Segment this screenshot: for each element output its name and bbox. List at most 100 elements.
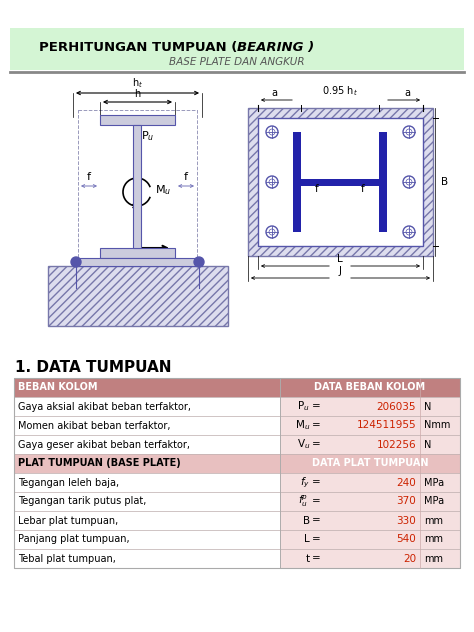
Text: 20: 20: [403, 554, 416, 564]
Text: =: =: [312, 478, 321, 487]
Bar: [280, 473, 460, 492]
Text: a: a: [271, 88, 277, 98]
Bar: [280, 397, 460, 416]
Text: mm: mm: [424, 554, 443, 564]
Bar: [14, 378, 460, 568]
Text: Panjang plat tumpuan,: Panjang plat tumpuan,: [18, 535, 129, 545]
Text: f$_y$: f$_y$: [300, 475, 310, 490]
Circle shape: [266, 126, 278, 138]
Text: 370: 370: [396, 497, 416, 506]
Text: PERHITUNGAN TUMPUAN (: PERHITUNGAN TUMPUAN (: [38, 40, 237, 54]
Text: L: L: [304, 535, 310, 545]
Circle shape: [266, 226, 278, 238]
Bar: [10, 28, 464, 70]
Text: Lebar plat tumpuan,: Lebar plat tumpuan,: [18, 516, 118, 525]
Bar: [14, 454, 280, 473]
Text: PLAT TUMPUAN (BASE PLATE): PLAT TUMPUAN (BASE PLATE): [18, 458, 181, 468]
Circle shape: [194, 257, 204, 267]
Bar: [14, 492, 280, 511]
Text: 240: 240: [396, 478, 416, 487]
Circle shape: [266, 176, 278, 188]
Text: M$_u$: M$_u$: [155, 183, 171, 197]
Text: Gaya geser akibat beban terfaktor,: Gaya geser akibat beban terfaktor,: [18, 439, 190, 449]
Bar: [100, 115, 175, 125]
Text: f: f: [315, 184, 319, 194]
Text: V$_u$: V$_u$: [297, 437, 310, 451]
Text: Nmm: Nmm: [424, 420, 450, 430]
Text: =: =: [312, 535, 321, 545]
Bar: [293, 132, 301, 232]
Text: DATA PLAT TUMPUAN: DATA PLAT TUMPUAN: [312, 458, 428, 468]
Circle shape: [403, 126, 415, 138]
Bar: [280, 416, 460, 435]
Bar: [280, 378, 460, 397]
Text: 206035: 206035: [376, 401, 416, 411]
Bar: [73, 258, 202, 266]
Text: P$_u$: P$_u$: [297, 399, 310, 413]
Text: t: t: [306, 554, 310, 564]
Bar: [48, 266, 228, 326]
Text: h: h: [134, 89, 141, 99]
Bar: [100, 248, 175, 258]
Bar: [14, 378, 280, 397]
Text: V$_u$: V$_u$: [142, 249, 156, 263]
Text: h$_t$: h$_t$: [132, 76, 143, 90]
Bar: [14, 435, 280, 454]
Text: N: N: [424, 401, 431, 411]
Bar: [78, 110, 197, 263]
Text: Tegangan leleh baja,: Tegangan leleh baja,: [18, 478, 119, 487]
Text: f$_u^p$: f$_u^p$: [298, 494, 308, 509]
Text: M$_u$: M$_u$: [295, 418, 310, 432]
Text: =: =: [312, 497, 321, 506]
Bar: [14, 473, 280, 492]
Text: N: N: [424, 439, 431, 449]
Circle shape: [71, 257, 81, 267]
Text: B: B: [303, 516, 310, 525]
Text: =: =: [312, 401, 321, 411]
Text: mm: mm: [424, 516, 443, 525]
Text: BEBAN KOLOM: BEBAN KOLOM: [18, 382, 98, 392]
Bar: [14, 530, 280, 549]
Text: Momen akibat beban terfaktor,: Momen akibat beban terfaktor,: [18, 420, 171, 430]
Text: =: =: [312, 420, 321, 430]
Text: Gaya aksial akibat beban terfaktor,: Gaya aksial akibat beban terfaktor,: [18, 401, 191, 411]
Text: P$_u$: P$_u$: [141, 129, 155, 143]
Text: MPa: MPa: [424, 497, 444, 506]
Text: f: f: [361, 184, 365, 194]
Bar: [14, 549, 280, 568]
Bar: [280, 435, 460, 454]
Text: 124511955: 124511955: [356, 420, 416, 430]
Text: a: a: [404, 88, 410, 98]
Text: mm: mm: [424, 535, 443, 545]
Bar: [379, 132, 387, 232]
Text: 0.95 h$_t$: 0.95 h$_t$: [322, 84, 358, 98]
Text: =: =: [312, 554, 321, 564]
Bar: [280, 454, 460, 473]
Text: 540: 540: [396, 535, 416, 545]
Bar: [14, 511, 280, 530]
Bar: [280, 492, 460, 511]
Bar: [280, 530, 460, 549]
Bar: [280, 511, 460, 530]
Text: f: f: [184, 172, 188, 182]
Text: B: B: [441, 177, 448, 187]
Bar: [258, 118, 423, 246]
Circle shape: [403, 176, 415, 188]
Text: Tebal plat tumpuan,: Tebal plat tumpuan,: [18, 554, 116, 564]
Text: =: =: [312, 439, 321, 449]
Text: f: f: [87, 172, 91, 182]
Bar: [280, 549, 460, 568]
Text: 1. DATA TUMPUAN: 1. DATA TUMPUAN: [15, 360, 172, 375]
Bar: [14, 416, 280, 435]
Text: =: =: [312, 516, 321, 525]
Text: Tegangan tarik putus plat,: Tegangan tarik putus plat,: [18, 497, 146, 506]
Text: BEARING ): BEARING ): [237, 40, 314, 54]
Bar: [133, 125, 141, 248]
Text: 330: 330: [396, 516, 416, 525]
Text: MPa: MPa: [424, 478, 444, 487]
Circle shape: [403, 226, 415, 238]
Text: L: L: [337, 254, 343, 264]
Bar: [248, 108, 433, 256]
Text: J: J: [338, 266, 341, 276]
Bar: [14, 397, 280, 416]
